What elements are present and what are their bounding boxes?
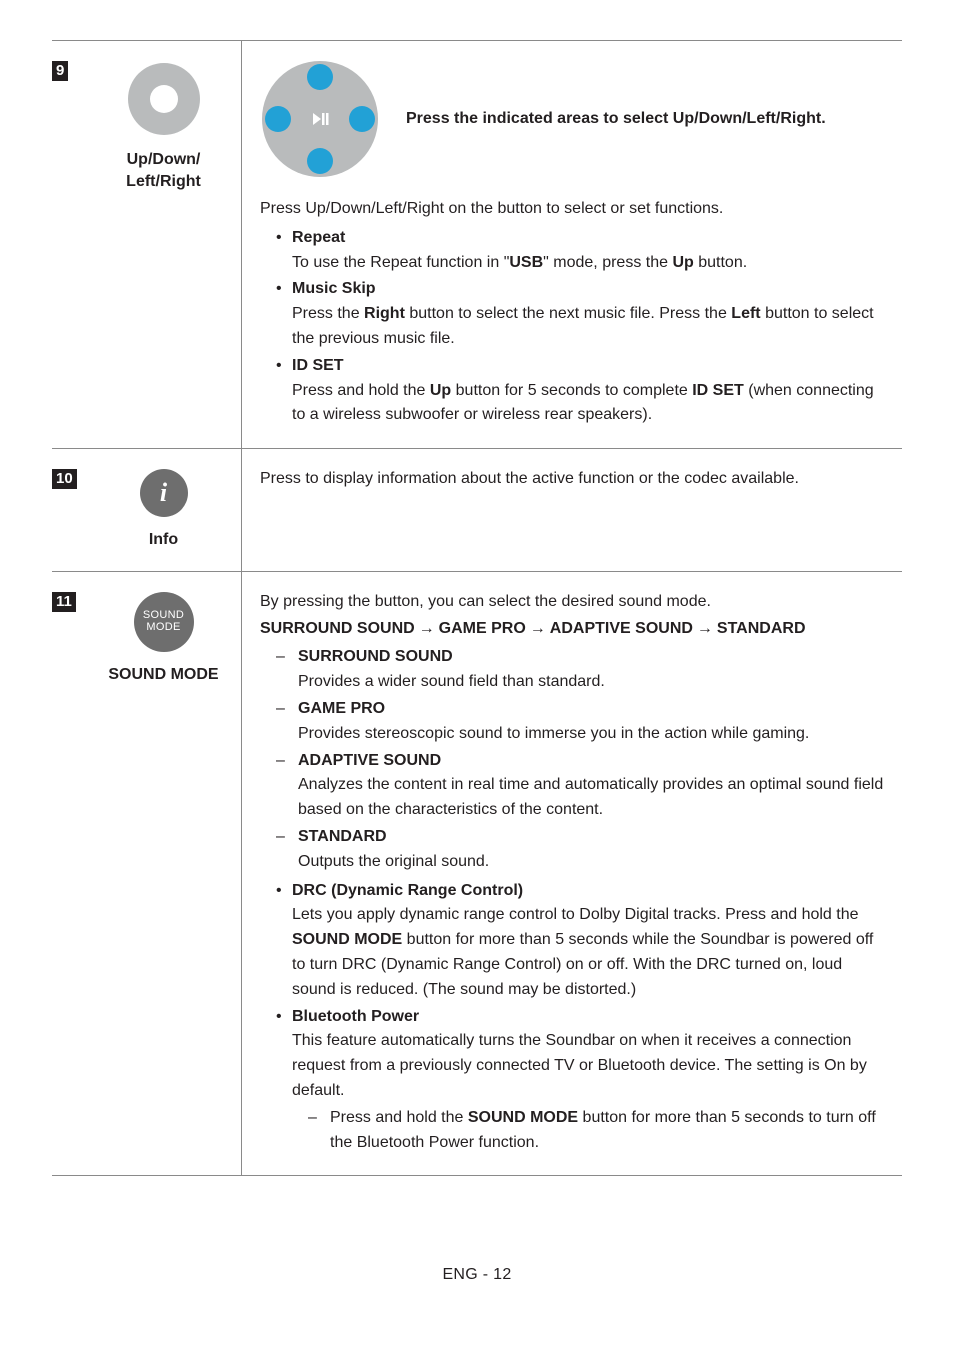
arrow-icon: →: [697, 620, 713, 637]
icon-cell: Up/Down/ Left/Right: [92, 41, 242, 448]
row-number: 11: [52, 592, 76, 612]
sound-mode-icon: SOUND MODE: [134, 592, 194, 652]
mode-desc: Provides a wider sound field than standa…: [298, 670, 888, 695]
arrow-icon: →: [530, 620, 546, 637]
bullet-body: Press the Right button to select the nex…: [292, 302, 888, 352]
extra-item: Bluetooth PowerThis feature automaticall…: [276, 1005, 888, 1156]
mode-name: ADAPTIVE SOUND: [298, 749, 888, 774]
description-cell: Press to display information about the a…: [242, 449, 902, 571]
remote-table: 9 Up/Down/ Left/Right: [52, 40, 902, 1176]
modes-list: SURROUND SOUNDProvides a wider sound fie…: [260, 645, 888, 874]
icon-cell: SOUND MODE SOUND MODE: [92, 572, 242, 1176]
row-number-cell: 10: [52, 449, 92, 571]
mode-name: GAME PRO: [298, 697, 888, 722]
page: 9 Up/Down/ Left/Right: [0, 0, 954, 1324]
dpad-small-icon: [126, 61, 202, 137]
mode-item: STANDARDOutputs the original sound.: [276, 825, 888, 875]
description-cell: Press the indicated areas to select Up/D…: [242, 41, 902, 448]
extra-item: DRC (Dynamic Range Control)Lets you appl…: [276, 879, 888, 1003]
bullet-item: RepeatTo use the Repeat function in "USB…: [276, 226, 888, 276]
hero-text: Press the indicated areas to select Up/D…: [406, 107, 826, 132]
intro-text: Press Up/Down/Left/Right on the button t…: [260, 197, 888, 222]
info-text: Press to display information about the a…: [260, 467, 888, 492]
table-row: 9 Up/Down/ Left/Right: [52, 41, 902, 449]
icon-cell: i Info: [92, 449, 242, 571]
sound-intro: By pressing the button, you can select t…: [260, 590, 888, 615]
bullet-item: ID SETPress and hold the Up button for 5…: [276, 354, 888, 428]
extra-title: DRC (Dynamic Range Control): [292, 879, 888, 904]
extra-subitem: Press and hold the SOUND MODE button for…: [308, 1106, 888, 1156]
description-cell: By pressing the button, you can select t…: [242, 572, 902, 1176]
table-row: 11 SOUND MODE SOUND MODE By pressing the…: [52, 572, 902, 1177]
sound-line2: MODE: [146, 622, 180, 634]
icon-label: Up/Down/ Left/Right: [92, 149, 235, 192]
mode-item: GAME PROProvides stereoscopic sound to i…: [276, 697, 888, 747]
arrow-icon: →: [419, 620, 435, 637]
mode-seq-item: STANDARD: [717, 620, 806, 637]
bullet-list: RepeatTo use the Repeat function in "USB…: [260, 226, 888, 428]
row-number-cell: 11: [52, 572, 92, 1176]
row-number: 10: [52, 469, 77, 489]
extra-body: This feature automatically turns the Sou…: [292, 1029, 888, 1103]
bullet-title: Repeat: [292, 226, 888, 251]
mode-name: SURROUND SOUND: [298, 645, 888, 670]
info-glyph: i: [160, 478, 167, 508]
bullet-body: To use the Repeat function in "USB" mode…: [292, 251, 888, 276]
row-number-cell: 9: [52, 41, 92, 448]
bullet-body: Press and hold the Up button for 5 secon…: [292, 379, 888, 429]
mode-seq-item: ADAPTIVE SOUND: [550, 620, 693, 637]
info-icon: i: [140, 469, 188, 517]
page-footer: ENG - 12: [52, 1266, 902, 1284]
extra-body: Lets you apply dynamic range control to …: [292, 903, 888, 1002]
mode-name: STANDARD: [298, 825, 888, 850]
row-number: 9: [52, 61, 68, 81]
mode-seq-item: GAME PRO: [439, 620, 526, 637]
mode-sequence: SURROUND SOUND→GAME PRO→ADAPTIVE SOUND→S…: [260, 617, 888, 642]
bullet-title: Music Skip: [292, 277, 888, 302]
extra-list: DRC (Dynamic Range Control)Lets you appl…: [260, 879, 888, 1156]
mode-item: ADAPTIVE SOUNDAnalyzes the content in re…: [276, 749, 888, 823]
extra-title: Bluetooth Power: [292, 1005, 888, 1030]
mode-item: SURROUND SOUNDProvides a wider sound fie…: [276, 645, 888, 695]
mode-seq-item: SURROUND SOUND: [260, 620, 415, 637]
dpad-large-icon: [260, 59, 380, 179]
dpad-hero: Press the indicated areas to select Up/D…: [260, 59, 888, 179]
bullet-title: ID SET: [292, 354, 888, 379]
icon-label: SOUND MODE: [92, 664, 235, 686]
mode-desc: Outputs the original sound.: [298, 850, 888, 875]
mode-desc: Analyzes the content in real time and au…: [298, 773, 888, 823]
table-row: 10 i Info Press to display information a…: [52, 449, 902, 572]
extra-sublist: Press and hold the SOUND MODE button for…: [292, 1106, 888, 1156]
icon-label: Info: [92, 529, 235, 551]
mode-desc: Provides stereoscopic sound to immerse y…: [298, 722, 888, 747]
bullet-item: Music SkipPress the Right button to sele…: [276, 277, 888, 351]
